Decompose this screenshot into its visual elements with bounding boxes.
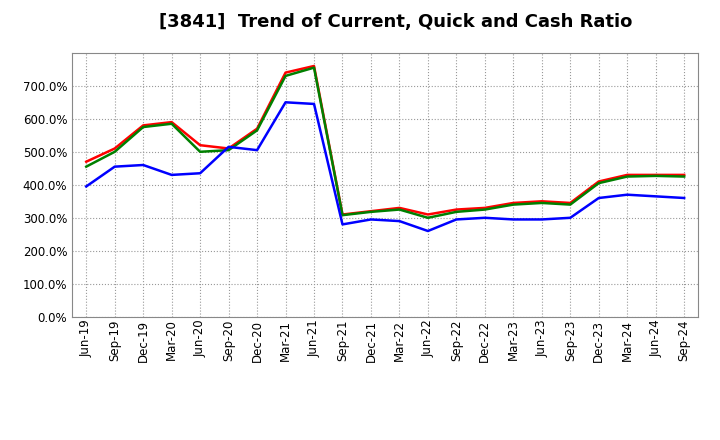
Cash Ratio — [196, 171, 204, 176]
Cash Ratio — [338, 222, 347, 227]
Line: Cash Ratio: Cash Ratio — [86, 102, 684, 231]
Current Ratio — [82, 159, 91, 165]
Current Ratio — [338, 212, 347, 217]
Quick Ratio — [282, 73, 290, 78]
Quick Ratio — [366, 209, 375, 214]
Current Ratio — [253, 126, 261, 131]
Current Ratio — [366, 209, 375, 214]
Current Ratio — [623, 172, 631, 177]
Quick Ratio — [253, 128, 261, 133]
Cash Ratio — [623, 192, 631, 197]
Quick Ratio — [82, 164, 91, 169]
Text: [3841]  Trend of Current, Quick and Cash Ratio: [3841] Trend of Current, Quick and Cash … — [159, 13, 633, 31]
Cash Ratio — [452, 217, 461, 222]
Quick Ratio — [110, 149, 119, 154]
Current Ratio — [595, 179, 603, 184]
Quick Ratio — [196, 149, 204, 154]
Quick Ratio — [167, 121, 176, 126]
Cash Ratio — [395, 218, 404, 224]
Cash Ratio — [82, 184, 91, 189]
Quick Ratio — [537, 200, 546, 205]
Quick Ratio — [452, 209, 461, 214]
Cash Ratio — [680, 195, 688, 201]
Current Ratio — [566, 200, 575, 205]
Current Ratio — [537, 198, 546, 204]
Current Ratio — [395, 205, 404, 210]
Quick Ratio — [395, 207, 404, 212]
Quick Ratio — [623, 174, 631, 179]
Cash Ratio — [566, 215, 575, 220]
Current Ratio — [423, 212, 432, 217]
Current Ratio — [509, 200, 518, 205]
Cash Ratio — [366, 217, 375, 222]
Cash Ratio — [652, 194, 660, 199]
Current Ratio — [139, 123, 148, 128]
Cash Ratio — [253, 147, 261, 153]
Cash Ratio — [225, 144, 233, 150]
Current Ratio — [282, 70, 290, 75]
Quick Ratio — [423, 215, 432, 220]
Legend: Current Ratio, Quick Ratio, Cash Ratio: Current Ratio, Quick Ratio, Cash Ratio — [182, 434, 588, 440]
Cash Ratio — [167, 172, 176, 177]
Current Ratio — [110, 146, 119, 151]
Quick Ratio — [652, 173, 660, 179]
Current Ratio — [196, 143, 204, 148]
Current Ratio — [652, 172, 660, 177]
Current Ratio — [452, 207, 461, 212]
Quick Ratio — [480, 207, 489, 212]
Quick Ratio — [680, 174, 688, 179]
Cash Ratio — [282, 99, 290, 105]
Cash Ratio — [509, 217, 518, 222]
Quick Ratio — [310, 65, 318, 70]
Quick Ratio — [509, 202, 518, 207]
Cash Ratio — [110, 164, 119, 169]
Current Ratio — [225, 146, 233, 151]
Quick Ratio — [566, 202, 575, 207]
Current Ratio — [310, 63, 318, 69]
Cash Ratio — [310, 101, 318, 106]
Current Ratio — [680, 172, 688, 177]
Cash Ratio — [537, 217, 546, 222]
Cash Ratio — [139, 162, 148, 168]
Cash Ratio — [595, 195, 603, 201]
Cash Ratio — [480, 215, 489, 220]
Quick Ratio — [225, 147, 233, 153]
Current Ratio — [480, 205, 489, 210]
Cash Ratio — [423, 228, 432, 234]
Current Ratio — [167, 119, 176, 125]
Line: Current Ratio: Current Ratio — [86, 66, 684, 214]
Quick Ratio — [338, 213, 347, 218]
Quick Ratio — [595, 180, 603, 186]
Line: Quick Ratio: Quick Ratio — [86, 68, 684, 218]
Quick Ratio — [139, 125, 148, 130]
